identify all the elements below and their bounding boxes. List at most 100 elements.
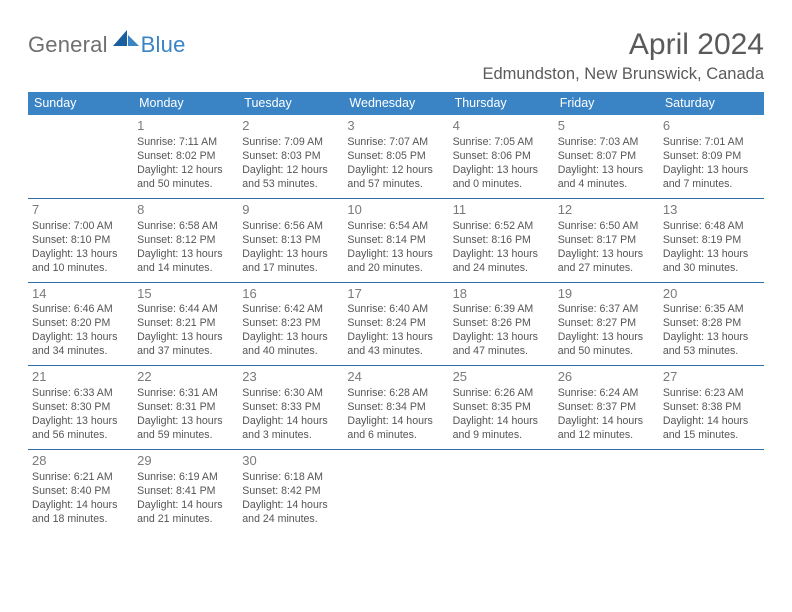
sunset-text: Sunset: 8:13 PM: [242, 234, 339, 248]
calendar-table: Sunday Monday Tuesday Wednesday Thursday…: [28, 92, 764, 533]
daylight-text: and 18 minutes.: [32, 513, 129, 527]
sunrise-text: Sunrise: 6:18 AM: [242, 471, 339, 485]
day-number: 27: [663, 369, 760, 386]
brand-word-1: General: [28, 32, 108, 58]
sunset-text: Sunset: 8:27 PM: [558, 317, 655, 331]
daylight-text: Daylight: 13 hours: [32, 415, 129, 429]
daylight-text: and 6 minutes.: [347, 429, 444, 443]
day-cell: 18Sunrise: 6:39 AMSunset: 8:26 PMDayligh…: [449, 283, 554, 366]
daylight-text: Daylight: 14 hours: [663, 415, 760, 429]
daylight-text: Daylight: 13 hours: [242, 248, 339, 262]
sunset-text: Sunset: 8:41 PM: [137, 485, 234, 499]
day-number: 25: [453, 369, 550, 386]
day-cell: 3Sunrise: 7:07 AMSunset: 8:05 PMDaylight…: [343, 115, 448, 198]
sunrise-text: Sunrise: 6:24 AM: [558, 387, 655, 401]
sunrise-text: Sunrise: 6:42 AM: [242, 303, 339, 317]
day-number: 3: [347, 118, 444, 135]
sunrise-text: Sunrise: 7:05 AM: [453, 136, 550, 150]
header: General Blue April 2024 Edmundston, New …: [28, 28, 764, 84]
daylight-text: Daylight: 13 hours: [663, 331, 760, 345]
sunset-text: Sunset: 8:06 PM: [453, 150, 550, 164]
sunset-text: Sunset: 8:19 PM: [663, 234, 760, 248]
sunrise-text: Sunrise: 6:48 AM: [663, 220, 760, 234]
daylight-text: and 40 minutes.: [242, 345, 339, 359]
day-cell: 12Sunrise: 6:50 AMSunset: 8:17 PMDayligh…: [554, 199, 659, 282]
daylight-text: Daylight: 13 hours: [663, 248, 760, 262]
daylight-text: Daylight: 14 hours: [32, 499, 129, 513]
daylight-text: Daylight: 14 hours: [558, 415, 655, 429]
day-cell: 4Sunrise: 7:05 AMSunset: 8:06 PMDaylight…: [449, 115, 554, 198]
day-number: 30: [242, 453, 339, 470]
sunrise-text: Sunrise: 6:37 AM: [558, 303, 655, 317]
sunset-text: Sunset: 8:24 PM: [347, 317, 444, 331]
daylight-text: Daylight: 14 hours: [242, 415, 339, 429]
daylight-text: Daylight: 13 hours: [137, 248, 234, 262]
dow-header: Sunday: [28, 92, 133, 115]
sunset-text: Sunset: 8:30 PM: [32, 401, 129, 415]
sunset-text: Sunset: 8:38 PM: [663, 401, 760, 415]
day-number: 6: [663, 118, 760, 135]
daylight-text: and 10 minutes.: [32, 262, 129, 276]
week-row: 14Sunrise: 6:46 AMSunset: 8:20 PMDayligh…: [28, 283, 764, 367]
day-number: 15: [137, 286, 234, 303]
daylight-text: Daylight: 12 hours: [347, 164, 444, 178]
sunset-text: Sunset: 8:42 PM: [242, 485, 339, 499]
day-cell: 19Sunrise: 6:37 AMSunset: 8:27 PMDayligh…: [554, 283, 659, 366]
daylight-text: and 43 minutes.: [347, 345, 444, 359]
location-text: Edmundston, New Brunswick, Canada: [482, 65, 764, 84]
daylight-text: and 53 minutes.: [663, 345, 760, 359]
day-cell: 6Sunrise: 7:01 AMSunset: 8:09 PMDaylight…: [659, 115, 764, 198]
sunrise-text: Sunrise: 6:23 AM: [663, 387, 760, 401]
sunset-text: Sunset: 8:10 PM: [32, 234, 129, 248]
day-number: 8: [137, 202, 234, 219]
daylight-text: Daylight: 13 hours: [663, 164, 760, 178]
daylight-text: and 20 minutes.: [347, 262, 444, 276]
brand-sail-icon: [113, 28, 139, 48]
month-title: April 2024: [482, 28, 764, 61]
day-cell: 21Sunrise: 6:33 AMSunset: 8:30 PMDayligh…: [28, 366, 133, 449]
daylight-text: Daylight: 12 hours: [137, 164, 234, 178]
daylight-text: and 59 minutes.: [137, 429, 234, 443]
day-cell: 17Sunrise: 6:40 AMSunset: 8:24 PMDayligh…: [343, 283, 448, 366]
sunrise-text: Sunrise: 6:54 AM: [347, 220, 444, 234]
sunrise-text: Sunrise: 6:50 AM: [558, 220, 655, 234]
day-cell: 23Sunrise: 6:30 AMSunset: 8:33 PMDayligh…: [238, 366, 343, 449]
day-cell: 30Sunrise: 6:18 AMSunset: 8:42 PMDayligh…: [238, 450, 343, 533]
daylight-text: and 53 minutes.: [242, 178, 339, 192]
sunset-text: Sunset: 8:12 PM: [137, 234, 234, 248]
day-number: 11: [453, 202, 550, 219]
sunset-text: Sunset: 8:37 PM: [558, 401, 655, 415]
sunset-text: Sunset: 8:02 PM: [137, 150, 234, 164]
day-number: 16: [242, 286, 339, 303]
day-number: 12: [558, 202, 655, 219]
daylight-text: and 12 minutes.: [558, 429, 655, 443]
day-cell: 16Sunrise: 6:42 AMSunset: 8:23 PMDayligh…: [238, 283, 343, 366]
daylight-text: and 47 minutes.: [453, 345, 550, 359]
sunrise-text: Sunrise: 6:26 AM: [453, 387, 550, 401]
week-row: 7Sunrise: 7:00 AMSunset: 8:10 PMDaylight…: [28, 199, 764, 283]
day-cell: 25Sunrise: 6:26 AMSunset: 8:35 PMDayligh…: [449, 366, 554, 449]
daylight-text: and 34 minutes.: [32, 345, 129, 359]
day-cell: 24Sunrise: 6:28 AMSunset: 8:34 PMDayligh…: [343, 366, 448, 449]
sunrise-text: Sunrise: 7:09 AM: [242, 136, 339, 150]
week-row: 28Sunrise: 6:21 AMSunset: 8:40 PMDayligh…: [28, 450, 764, 533]
sunrise-text: Sunrise: 6:39 AM: [453, 303, 550, 317]
day-cell: [343, 450, 448, 533]
daylight-text: and 30 minutes.: [663, 262, 760, 276]
daylight-text: and 9 minutes.: [453, 429, 550, 443]
day-cell: [554, 450, 659, 533]
day-cell: 27Sunrise: 6:23 AMSunset: 8:38 PMDayligh…: [659, 366, 764, 449]
day-cell: 1Sunrise: 7:11 AMSunset: 8:02 PMDaylight…: [133, 115, 238, 198]
daylight-text: and 3 minutes.: [242, 429, 339, 443]
daylight-text: Daylight: 12 hours: [242, 164, 339, 178]
sunset-text: Sunset: 8:03 PM: [242, 150, 339, 164]
day-cell: 22Sunrise: 6:31 AMSunset: 8:31 PMDayligh…: [133, 366, 238, 449]
week-row: 1Sunrise: 7:11 AMSunset: 8:02 PMDaylight…: [28, 115, 764, 199]
day-number: 1: [137, 118, 234, 135]
sunset-text: Sunset: 8:07 PM: [558, 150, 655, 164]
daylight-text: Daylight: 13 hours: [32, 331, 129, 345]
day-cell: [449, 450, 554, 533]
daylight-text: and 37 minutes.: [137, 345, 234, 359]
daylight-text: and 24 minutes.: [453, 262, 550, 276]
day-cell: 2Sunrise: 7:09 AMSunset: 8:03 PMDaylight…: [238, 115, 343, 198]
